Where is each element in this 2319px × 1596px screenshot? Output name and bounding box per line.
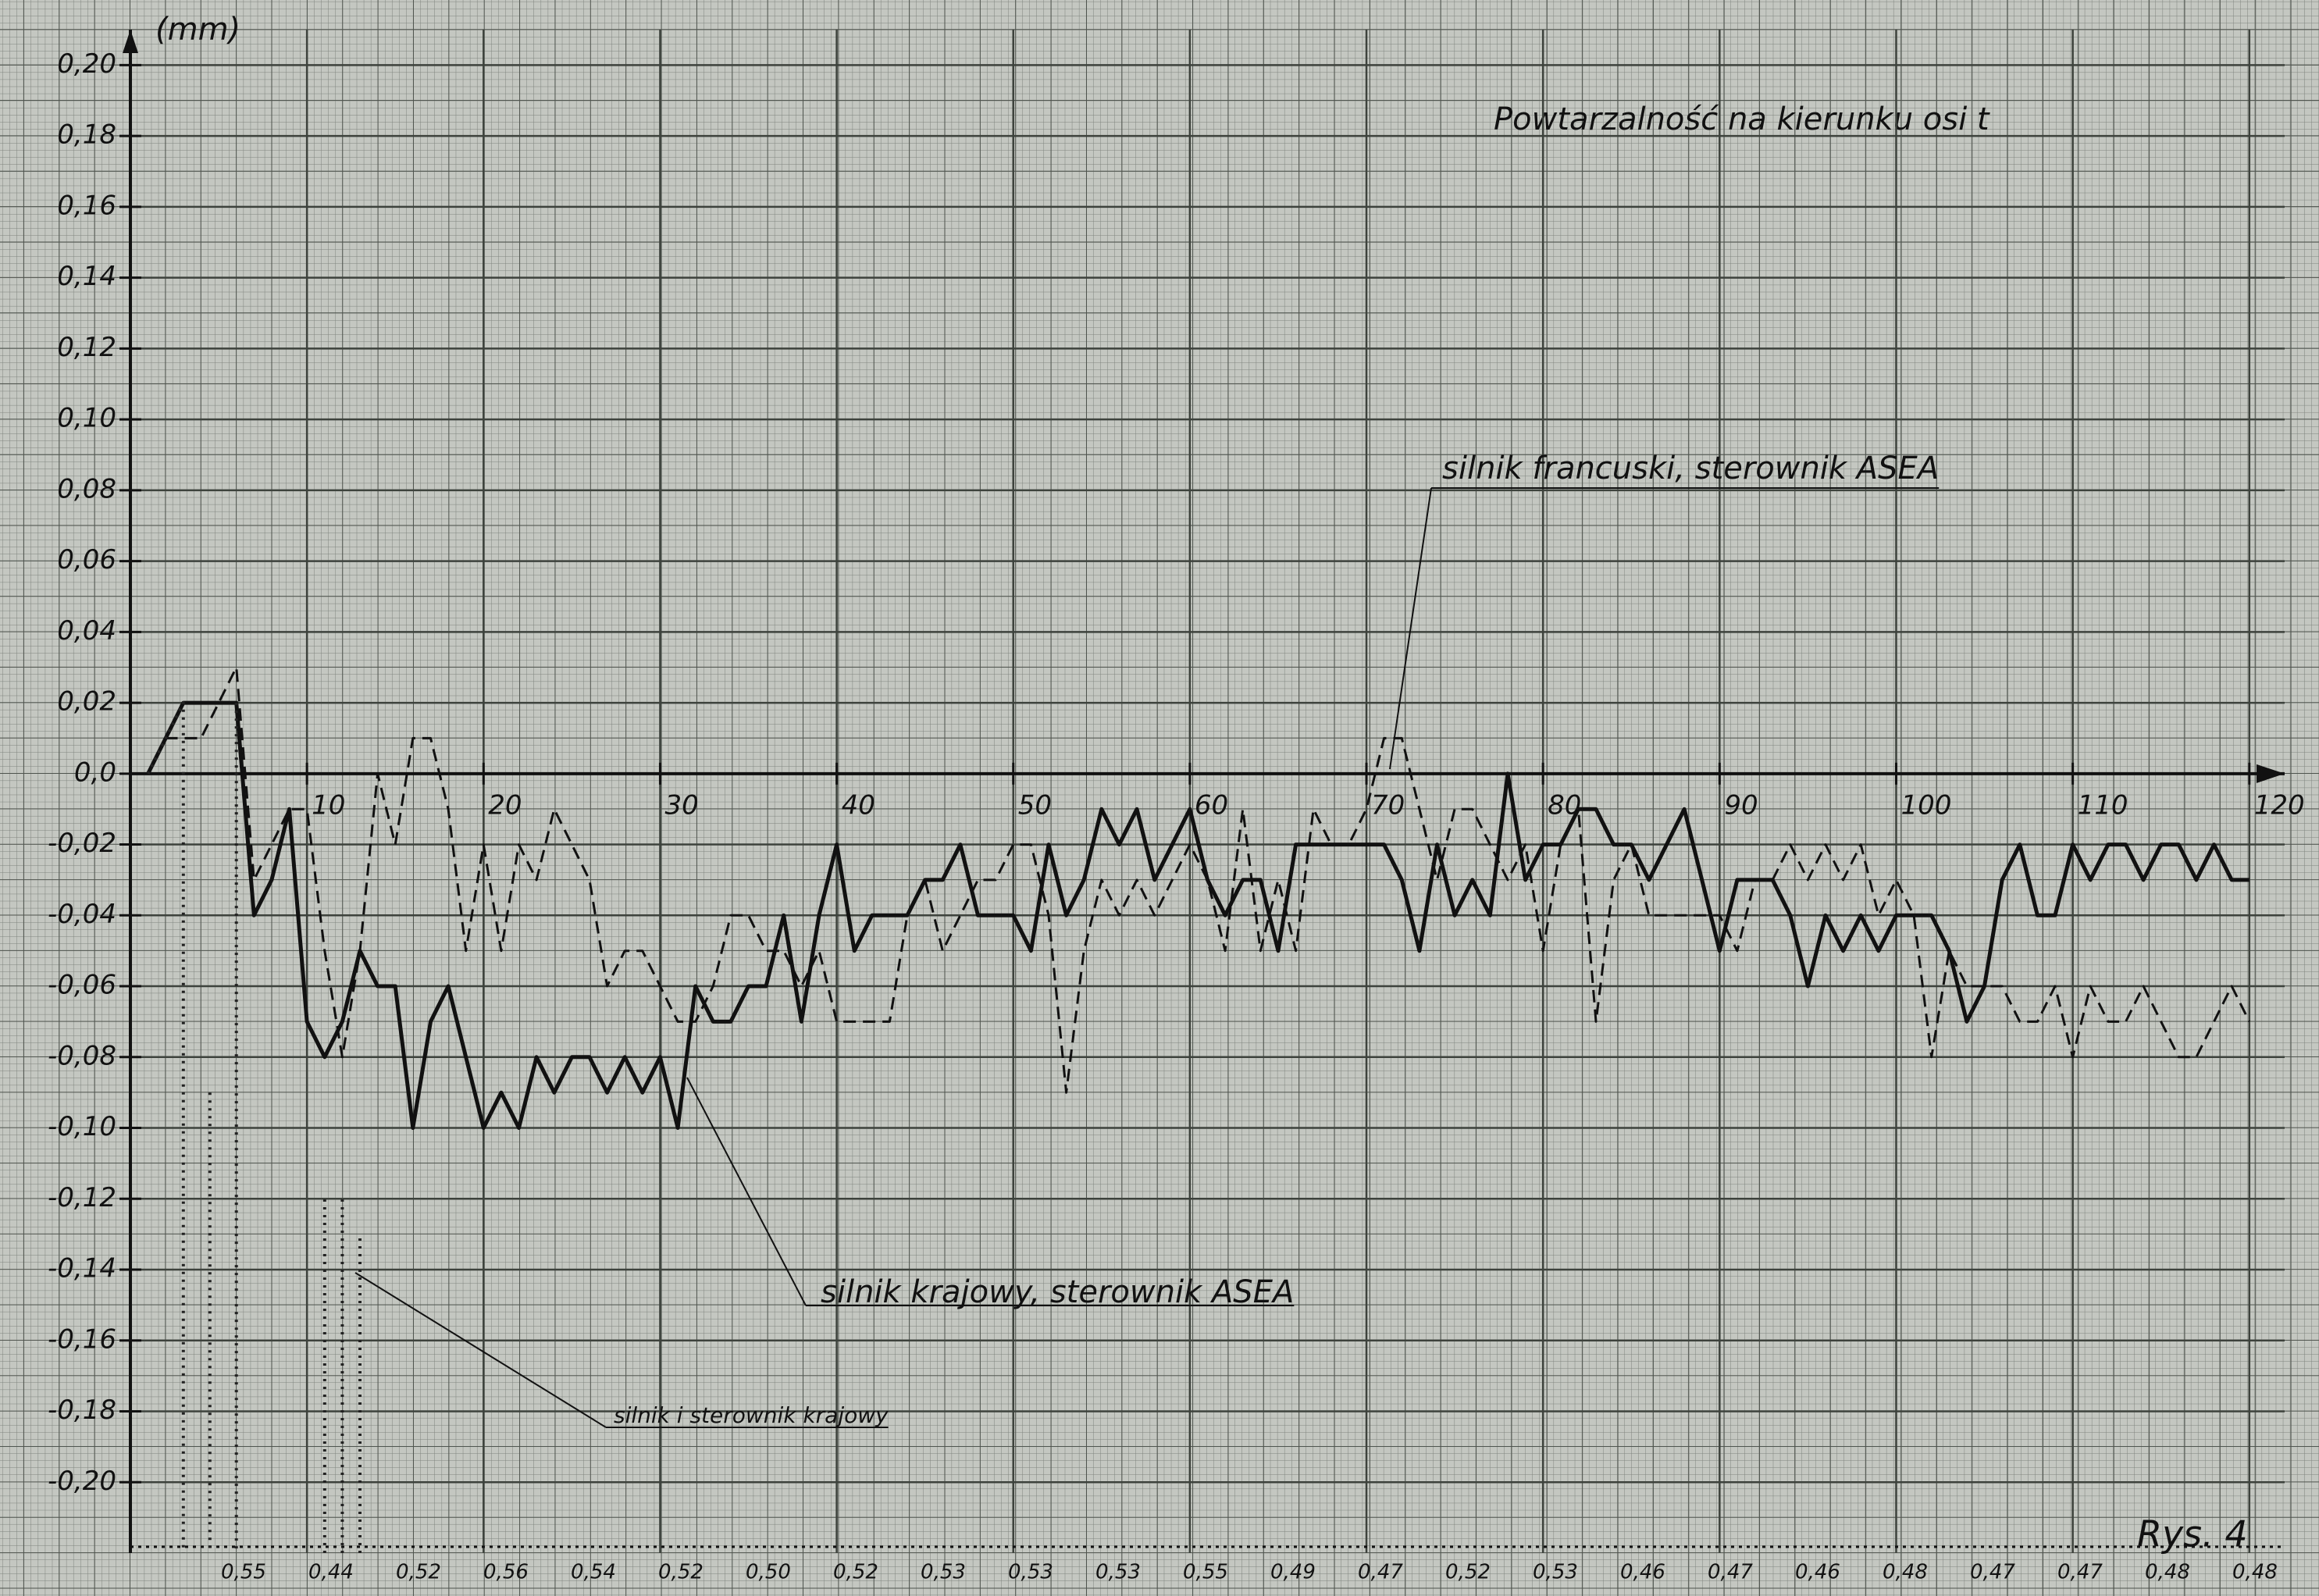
x-axis-arrow [2257,764,2285,783]
y-tick-label: 0,20 [57,48,116,80]
bottom-label: 0,56 [483,1561,529,1584]
bottom-label: 0,53 [1533,1561,1578,1584]
y-tick-label: -0,14 [48,1253,116,1284]
bottom-label: 0,55 [1183,1561,1228,1584]
x-tick-label: 30 [664,789,698,821]
y-unit: (mm) [155,12,240,48]
y-axis-arrow [123,30,138,53]
bottom-label: 0,55 [221,1561,266,1584]
bottom-label: 0,47 [1358,1561,1403,1584]
bottom-label: 0,47 [1970,1561,2015,1584]
x-tick-label: 50 [1018,789,1052,821]
label-leader [354,1272,607,1428]
chart-title: Powtarzalność na kierunku osi t [1494,102,1990,137]
y-tick-label: -0,16 [48,1323,116,1355]
x-tick-label: 40 [842,789,875,821]
y-tick-label: -0,20 [48,1466,116,1497]
bottom-label: 0,48 [2232,1561,2278,1584]
y-tick-label: 0,18 [57,119,116,151]
series-label: silnik i sterownik krajowy [614,1402,889,1428]
bottom-label: 0,53 [1008,1561,1053,1584]
x-tick-label: 60 [1195,789,1228,821]
label-leader [1389,487,1432,770]
x-tick-label: 100 [1900,789,1951,821]
y-tick-label: -0,18 [48,1395,116,1426]
bottom-label: 0,49 [1270,1561,1316,1584]
y-tick-label: 0,08 [57,473,116,504]
bottom-label: 0,52 [833,1561,878,1584]
x-tick-label: 110 [2078,789,2128,821]
bottom-label: 0,53 [1095,1561,1141,1584]
bottom-label: 0,44 [308,1561,354,1584]
y-tick-label: 0,06 [57,544,116,575]
label-leader [686,1077,807,1306]
bottom-label: 0,52 [396,1561,441,1584]
y-tick-label: -0,04 [48,899,116,930]
bottom-label: 0,54 [571,1561,616,1584]
y-tick-label: -0,02 [48,828,116,859]
x-tick-label: 20 [488,789,522,821]
bottom-label: 0,48 [1883,1561,1928,1584]
y-tick-label: -0,06 [48,970,116,1001]
y-tick-label: 0,04 [57,615,116,647]
y-tick-label: -0,08 [48,1040,116,1071]
y-tick-label: 0,0 [74,757,116,788]
bottom-label: 0,52 [1445,1561,1491,1584]
bottom-label: 0,52 [658,1561,704,1584]
series-line [147,666,2251,1094]
bottom-label: 0,47 [2057,1561,2103,1584]
y-tick-label: 0,16 [57,190,116,221]
bottom-label: 0,46 [1620,1561,1665,1584]
y-tick-label: 0,14 [57,261,116,292]
x-tick-label: 10 [312,789,345,821]
y-tick-label: 0,12 [57,332,116,363]
figure-label: Rys. 4 [2137,1513,2248,1555]
bottom-label: 0,47 [1708,1561,1753,1584]
y-tick-label: 0,10 [57,403,116,434]
y-tick-label: -0,12 [48,1182,116,1213]
y-tick-label: 0,02 [57,686,116,718]
y-tick-label: -0,10 [48,1111,116,1142]
series-line [146,700,2250,1130]
x-tick-label: 120 [2254,789,2305,821]
bottom-label: 0,48 [2145,1561,2190,1584]
bottom-label: 0,46 [1795,1561,1840,1584]
bottom-label: 0,50 [746,1561,791,1584]
x-tick-label: 90 [1724,789,1758,821]
bottom-label: 0,53 [921,1561,966,1584]
series-label: silnik krajowy, sterownik ASEA [821,1274,1294,1310]
series-label: silnik francuski, sterownik ASEA [1442,451,1939,486]
x-tick-label: 70 [1371,789,1405,821]
